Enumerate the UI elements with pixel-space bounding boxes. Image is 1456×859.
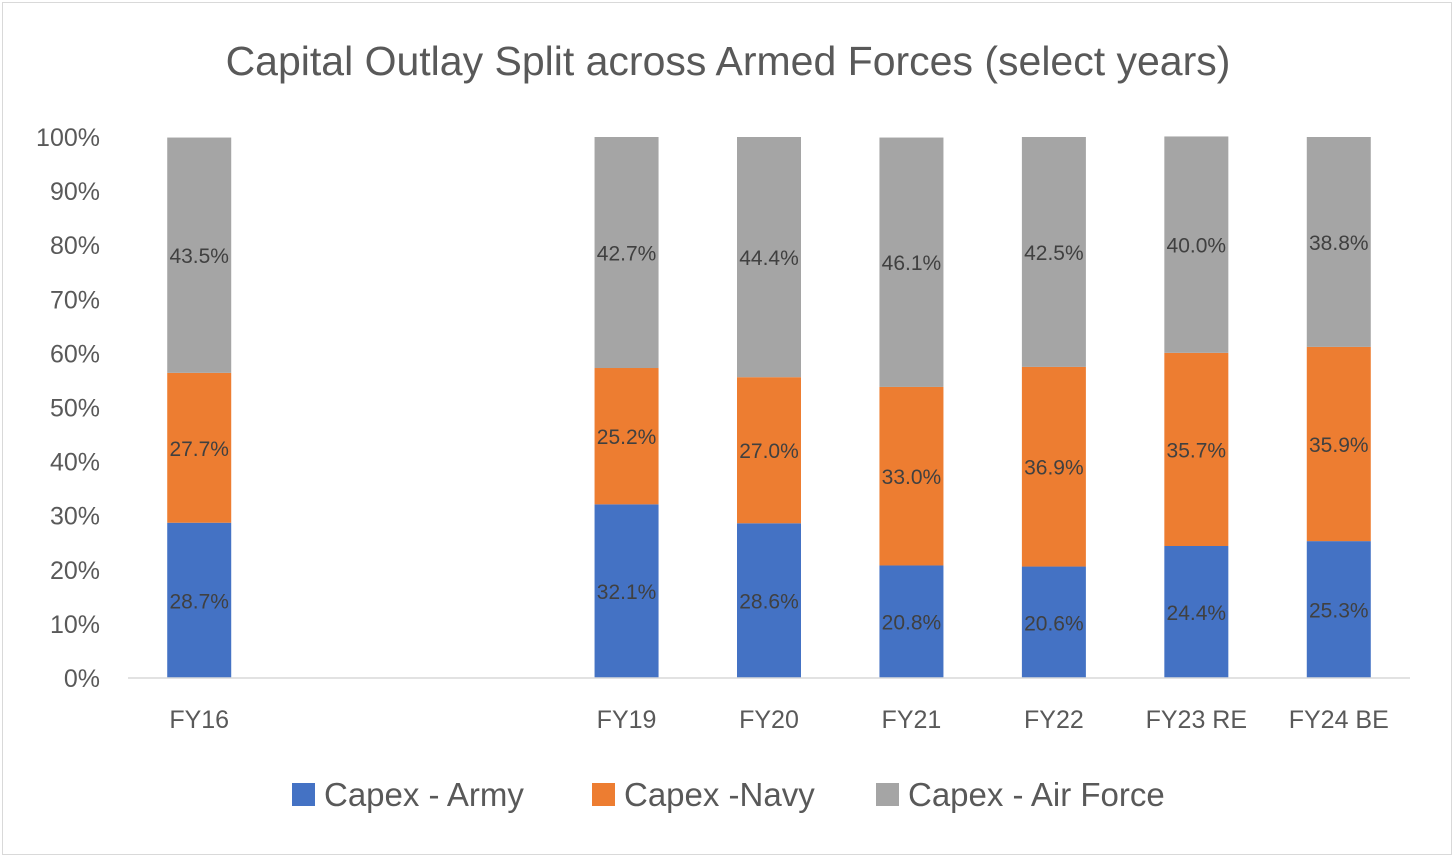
y-tick-label: 80%	[50, 232, 100, 260]
y-tick-label: 30%	[50, 503, 100, 531]
bar-segment	[1306, 137, 1371, 347]
bar-segment	[167, 522, 232, 678]
x-tick-label: FY21	[882, 706, 942, 734]
bar-segment	[737, 523, 801, 678]
data-label: 46.1%	[882, 252, 942, 275]
data-label: 35.9%	[1309, 434, 1369, 457]
bar-segment	[594, 137, 659, 369]
y-tick-label: 50%	[50, 395, 100, 423]
bar-segment	[1021, 366, 1086, 567]
data-label: 25.3%	[1309, 600, 1369, 623]
x-axis: FY16 FY19 FY20 FY21 FY22 FY23 RE FY24 BE	[169, 706, 1388, 734]
legend-label: Capex - Army	[324, 776, 524, 813]
data-label: 43.5%	[169, 245, 229, 268]
x-tick-label: FY23 RE	[1146, 706, 1247, 734]
chart-title: Capital Outlay Split across Armed Forces…	[225, 38, 1231, 84]
bar-segment	[1306, 346, 1371, 542]
bar-segment	[737, 137, 801, 378]
y-tick-label: 90%	[50, 178, 100, 206]
data-label-group: 28.7% 27.7% 43.5% 32.1% 25.2% 42.7% 28.6% 27.0%…	[169, 232, 1368, 635]
data-label: 27.7%	[169, 438, 229, 461]
data-label: 40.0%	[1167, 235, 1227, 258]
legend: Capex - Army Capex -Navy Capex - Air Force	[292, 776, 1165, 813]
data-label: 24.4%	[1167, 602, 1227, 625]
bar-segment	[879, 565, 944, 678]
bar-segment	[1021, 137, 1086, 367]
legend-label: Capex -Navy	[624, 776, 815, 813]
data-label: 44.4%	[739, 247, 799, 270]
data-label: 28.7%	[169, 590, 229, 613]
x-tick-label: FY16	[169, 706, 229, 734]
y-tick-label: 10%	[50, 611, 100, 639]
bar-stack-group	[167, 136, 1371, 678]
data-label: 38.8%	[1309, 232, 1369, 255]
data-label: 42.7%	[597, 243, 657, 266]
legend-swatch	[592, 783, 615, 806]
data-label: 25.2%	[597, 426, 657, 449]
bar-segment	[879, 386, 944, 566]
legend-swatch	[292, 783, 315, 806]
bar-segment	[594, 504, 659, 678]
data-label: 36.9%	[1024, 457, 1084, 480]
bar-segment	[879, 137, 944, 387]
x-tick-label: FY19	[597, 706, 657, 734]
y-tick-label: 20%	[50, 557, 100, 585]
bar-segment	[1164, 136, 1229, 353]
bar-segment	[594, 368, 659, 505]
y-tick-label: 100%	[36, 124, 100, 152]
data-label: 28.6%	[739, 591, 799, 614]
data-label: 33.0%	[882, 466, 942, 489]
x-tick-label: FY24 BE	[1289, 706, 1389, 734]
bar-segment	[1306, 541, 1371, 678]
legend-label: Capex - Air Force	[908, 776, 1165, 813]
bar-segment	[1164, 352, 1229, 546]
y-axis: 0% 10% 20% 30% 40% 50% 60% 70% 80% 90% 100%	[36, 124, 100, 693]
legend-swatch	[876, 783, 899, 806]
y-tick-label: 60%	[50, 340, 100, 368]
bar-segment	[1021, 566, 1086, 678]
y-tick-label: 40%	[50, 449, 100, 477]
data-label: 27.0%	[739, 440, 799, 463]
bar-segment	[167, 137, 232, 373]
y-tick-label: 0%	[64, 665, 100, 693]
bar-segment	[1164, 545, 1229, 678]
data-label: 32.1%	[597, 581, 657, 604]
bar-segment	[167, 372, 232, 523]
data-label: 42.5%	[1024, 242, 1084, 265]
bar-segment	[737, 377, 801, 524]
data-label: 35.7%	[1167, 439, 1227, 462]
data-label: 20.6%	[1024, 612, 1084, 635]
x-tick-label: FY22	[1024, 706, 1084, 734]
y-tick-label: 70%	[50, 286, 100, 314]
x-tick-label: FY20	[739, 706, 799, 734]
data-label: 20.8%	[882, 612, 942, 635]
